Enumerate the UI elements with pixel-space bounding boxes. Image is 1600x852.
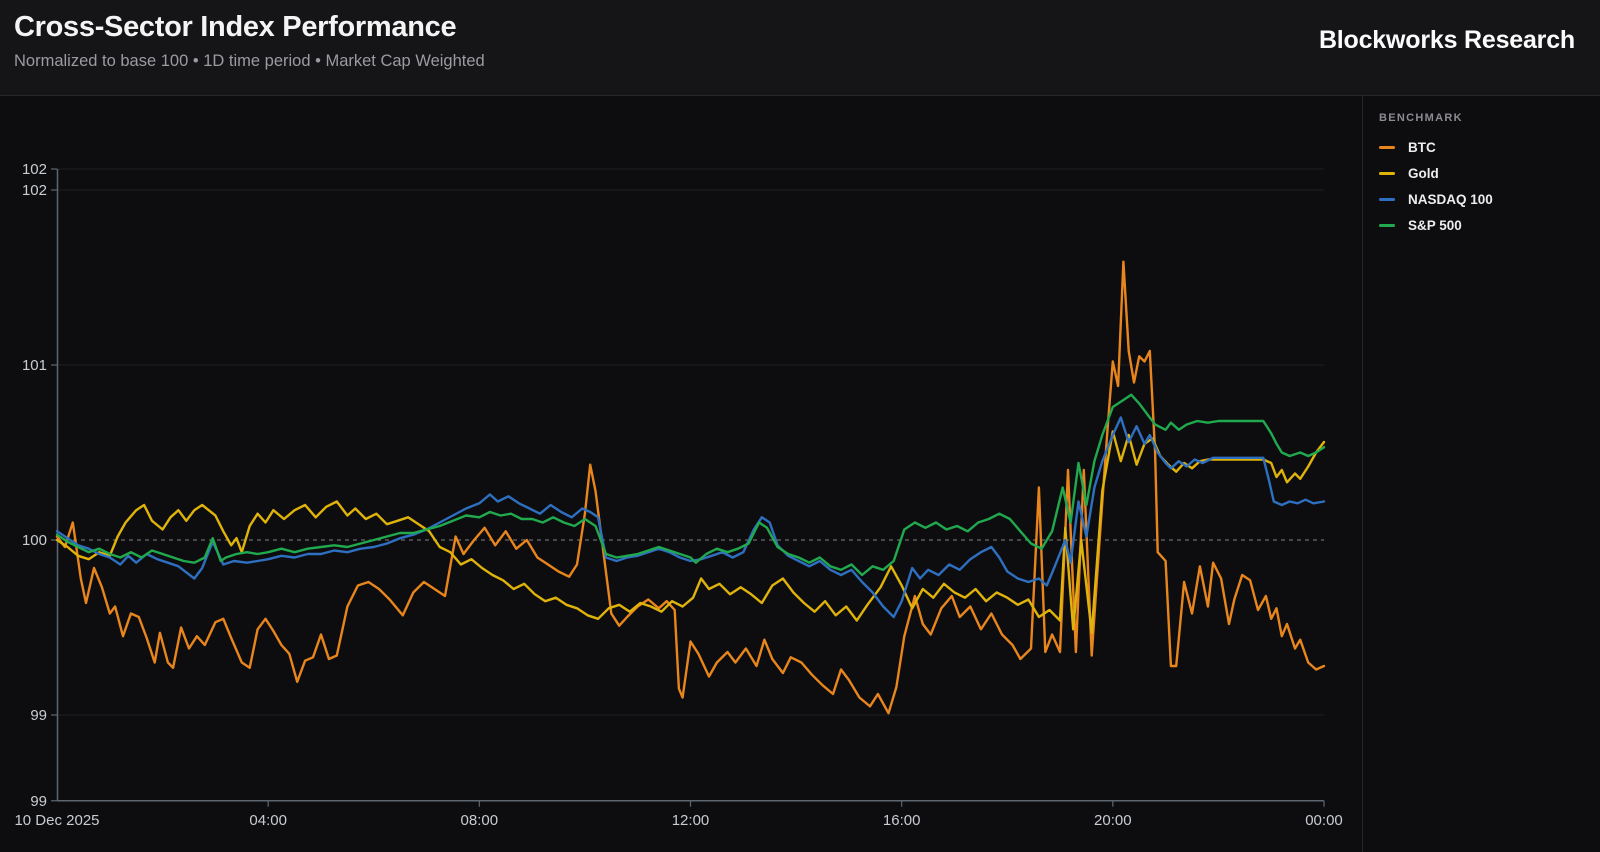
legend-label: NASDAQ 100 — [1408, 191, 1493, 207]
legend-label: BTC — [1408, 139, 1436, 155]
x-axis-label: 16:00 — [883, 812, 921, 829]
x-axis-label: 12:00 — [672, 812, 710, 829]
chart-panel: 102 102 101 100 99 99 10 Dec 2025 04:00 08:00 12:… — [0, 96, 1362, 852]
x-axis-date-label: 10 Dec 2025 — [14, 812, 99, 829]
legend-label: S&P 500 — [1408, 217, 1462, 233]
x-axis-label: 08:00 — [461, 812, 499, 829]
page-subtitle: Normalized to base 100 • 1D time period … — [14, 52, 485, 70]
x-axis-label: 04:00 — [249, 812, 287, 829]
y-axis-label: 99 — [30, 793, 47, 810]
series-line-s-p-500 — [55, 393, 1326, 577]
series-line-gold — [55, 430, 1326, 634]
y-axis-label: 102 — [22, 182, 47, 199]
header: Cross-Sector Index Performance Normalize… — [0, 0, 1600, 96]
legend-swatch-gold — [1379, 171, 1395, 175]
legend-heading: BENCHMARK — [1379, 112, 1463, 124]
legend-item-btc[interactable]: BTC — [1379, 139, 1600, 155]
y-axis-label: 101 — [22, 357, 47, 374]
series-line-btc — [55, 260, 1326, 715]
legend-label: Gold — [1408, 165, 1439, 181]
legend-swatch-sp-500 — [1379, 223, 1395, 227]
series-line-nasdaq-100 — [55, 416, 1326, 619]
y-axis-label: 102 — [22, 161, 47, 178]
legend-item-sp-500[interactable]: S&P 500 — [1379, 217, 1600, 233]
page-title: Cross-Sector Index Performance — [14, 11, 457, 43]
x-axis-label: 20:00 — [1094, 812, 1132, 829]
y-axis-label: 99 — [30, 707, 47, 724]
brand-logo: Blockworks Research — [1318, 26, 1575, 54]
legend-swatch-btc — [1379, 145, 1395, 149]
legend-items: BTC Gold NASDAQ 100 S&P 500 — [1379, 139, 1600, 233]
y-axis-label: 100 — [22, 532, 47, 549]
legend-item-nasdaq-100[interactable]: NASDAQ 100 — [1379, 191, 1600, 207]
x-axis-label: 00:00 — [1305, 812, 1343, 829]
legend-swatch-nasdaq-100 — [1379, 197, 1395, 201]
performance-chart: 102 102 101 100 99 99 10 Dec 2025 04:00 08:00 12:… — [14, 161, 1343, 829]
legend-panel: BENCHMARK BTC Gold NASDAQ 100 S&P 500 — [1362, 96, 1600, 852]
legend-item-gold[interactable]: Gold — [1379, 165, 1600, 181]
